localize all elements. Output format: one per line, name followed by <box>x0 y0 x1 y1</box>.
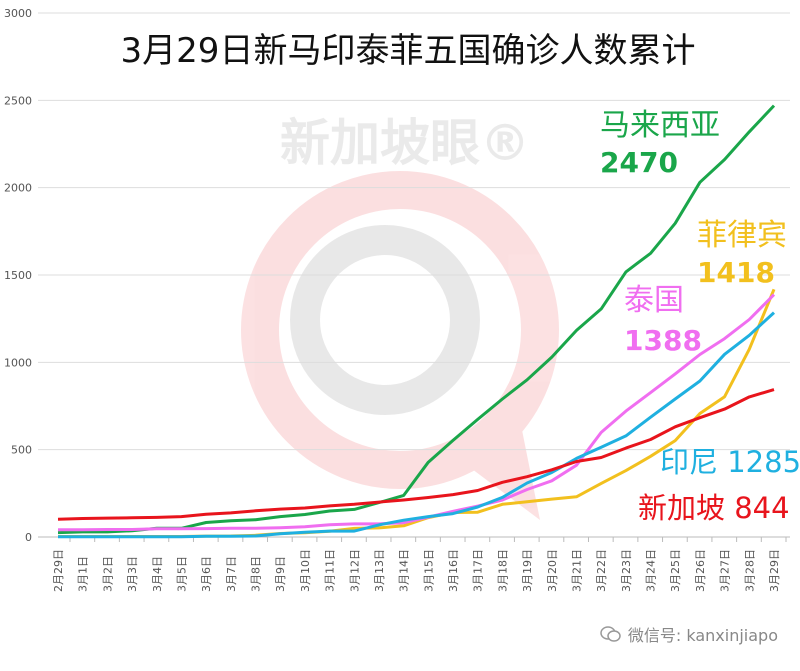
series-label: 马来西亚 <box>600 108 720 143</box>
chart-title: 3月29日新马印泰菲五国确诊人数累计 <box>121 31 696 71</box>
x-tick-label: 3月20日 <box>546 549 559 592</box>
watermark: 新加坡眼® <box>241 114 559 520</box>
x-tick-label: 3月26日 <box>694 549 707 592</box>
x-tick-label: 3月12日 <box>348 549 361 592</box>
x-tick-label: 3月17日 <box>472 549 485 592</box>
x-tick-label: 3月10日 <box>299 549 312 592</box>
series-label: 菲律宾 <box>697 218 787 253</box>
x-tick-label: 2月29日 <box>52 549 65 592</box>
x-tick-label: 3月8日 <box>250 556 263 592</box>
series-line-印尼 <box>58 311 776 539</box>
y-tick-label: 1000 <box>4 356 32 369</box>
y-tick-label: 1500 <box>4 269 32 282</box>
x-tick-label: 3月2日 <box>101 556 114 592</box>
x-tick-label: 3月5日 <box>175 556 188 592</box>
x-tick-label: 3月28日 <box>743 549 756 592</box>
x-tick-label: 3月24日 <box>645 549 658 592</box>
footer: 微信号: kanxinjiapo <box>600 622 778 646</box>
y-tick-label: 2000 <box>4 182 32 195</box>
x-tick-label: 3月9日 <box>274 556 287 592</box>
x-tick-label: 3月3日 <box>126 556 139 592</box>
x-tick-label: 3月25日 <box>669 549 682 592</box>
series-line-新加坡 <box>57 388 775 521</box>
series-value-label: 1418 <box>697 256 775 289</box>
x-tick-label: 3月1日 <box>77 556 90 592</box>
x-tick-label: 3月29日 <box>768 549 781 592</box>
x-tick-label: 3月7日 <box>225 556 238 592</box>
y-tick-label: 0 <box>25 531 32 544</box>
series-label: 新加坡 844 <box>638 491 790 525</box>
x-tick-label: 3月23日 <box>620 549 633 592</box>
x-tick-label: 3月4日 <box>151 556 164 592</box>
x-tick-label: 3月22日 <box>595 549 608 592</box>
footer-text: 微信号: kanxinjiapo <box>627 626 778 645</box>
series-value-label: 1388 <box>624 324 702 357</box>
series-label: 泰国 <box>624 283 684 318</box>
series-label: 印尼 1285 <box>660 445 800 479</box>
x-tick-label: 3月18日 <box>496 549 509 592</box>
wechat-icon <box>600 626 621 642</box>
x-tick-label: 3月6日 <box>200 556 213 592</box>
y-tick-label: 500 <box>11 444 32 457</box>
x-tick-label: 3月19日 <box>521 549 534 592</box>
y-tick-label: 2500 <box>4 94 32 107</box>
watermark-text: 新加坡眼® <box>280 114 530 172</box>
y-tick-label: 3000 <box>4 7 32 20</box>
x-tick-label: 3月21日 <box>570 549 583 592</box>
x-tick-label: 3月15日 <box>422 549 435 592</box>
series-value-label: 2470 <box>600 146 678 179</box>
x-tick-label: 3月13日 <box>373 549 386 592</box>
x-tick-label: 3月27日 <box>719 549 732 592</box>
x-tick-label: 3月11日 <box>324 549 337 592</box>
x-tick-label: 3月14日 <box>398 549 411 592</box>
x-tick-label: 3月16日 <box>447 549 460 592</box>
